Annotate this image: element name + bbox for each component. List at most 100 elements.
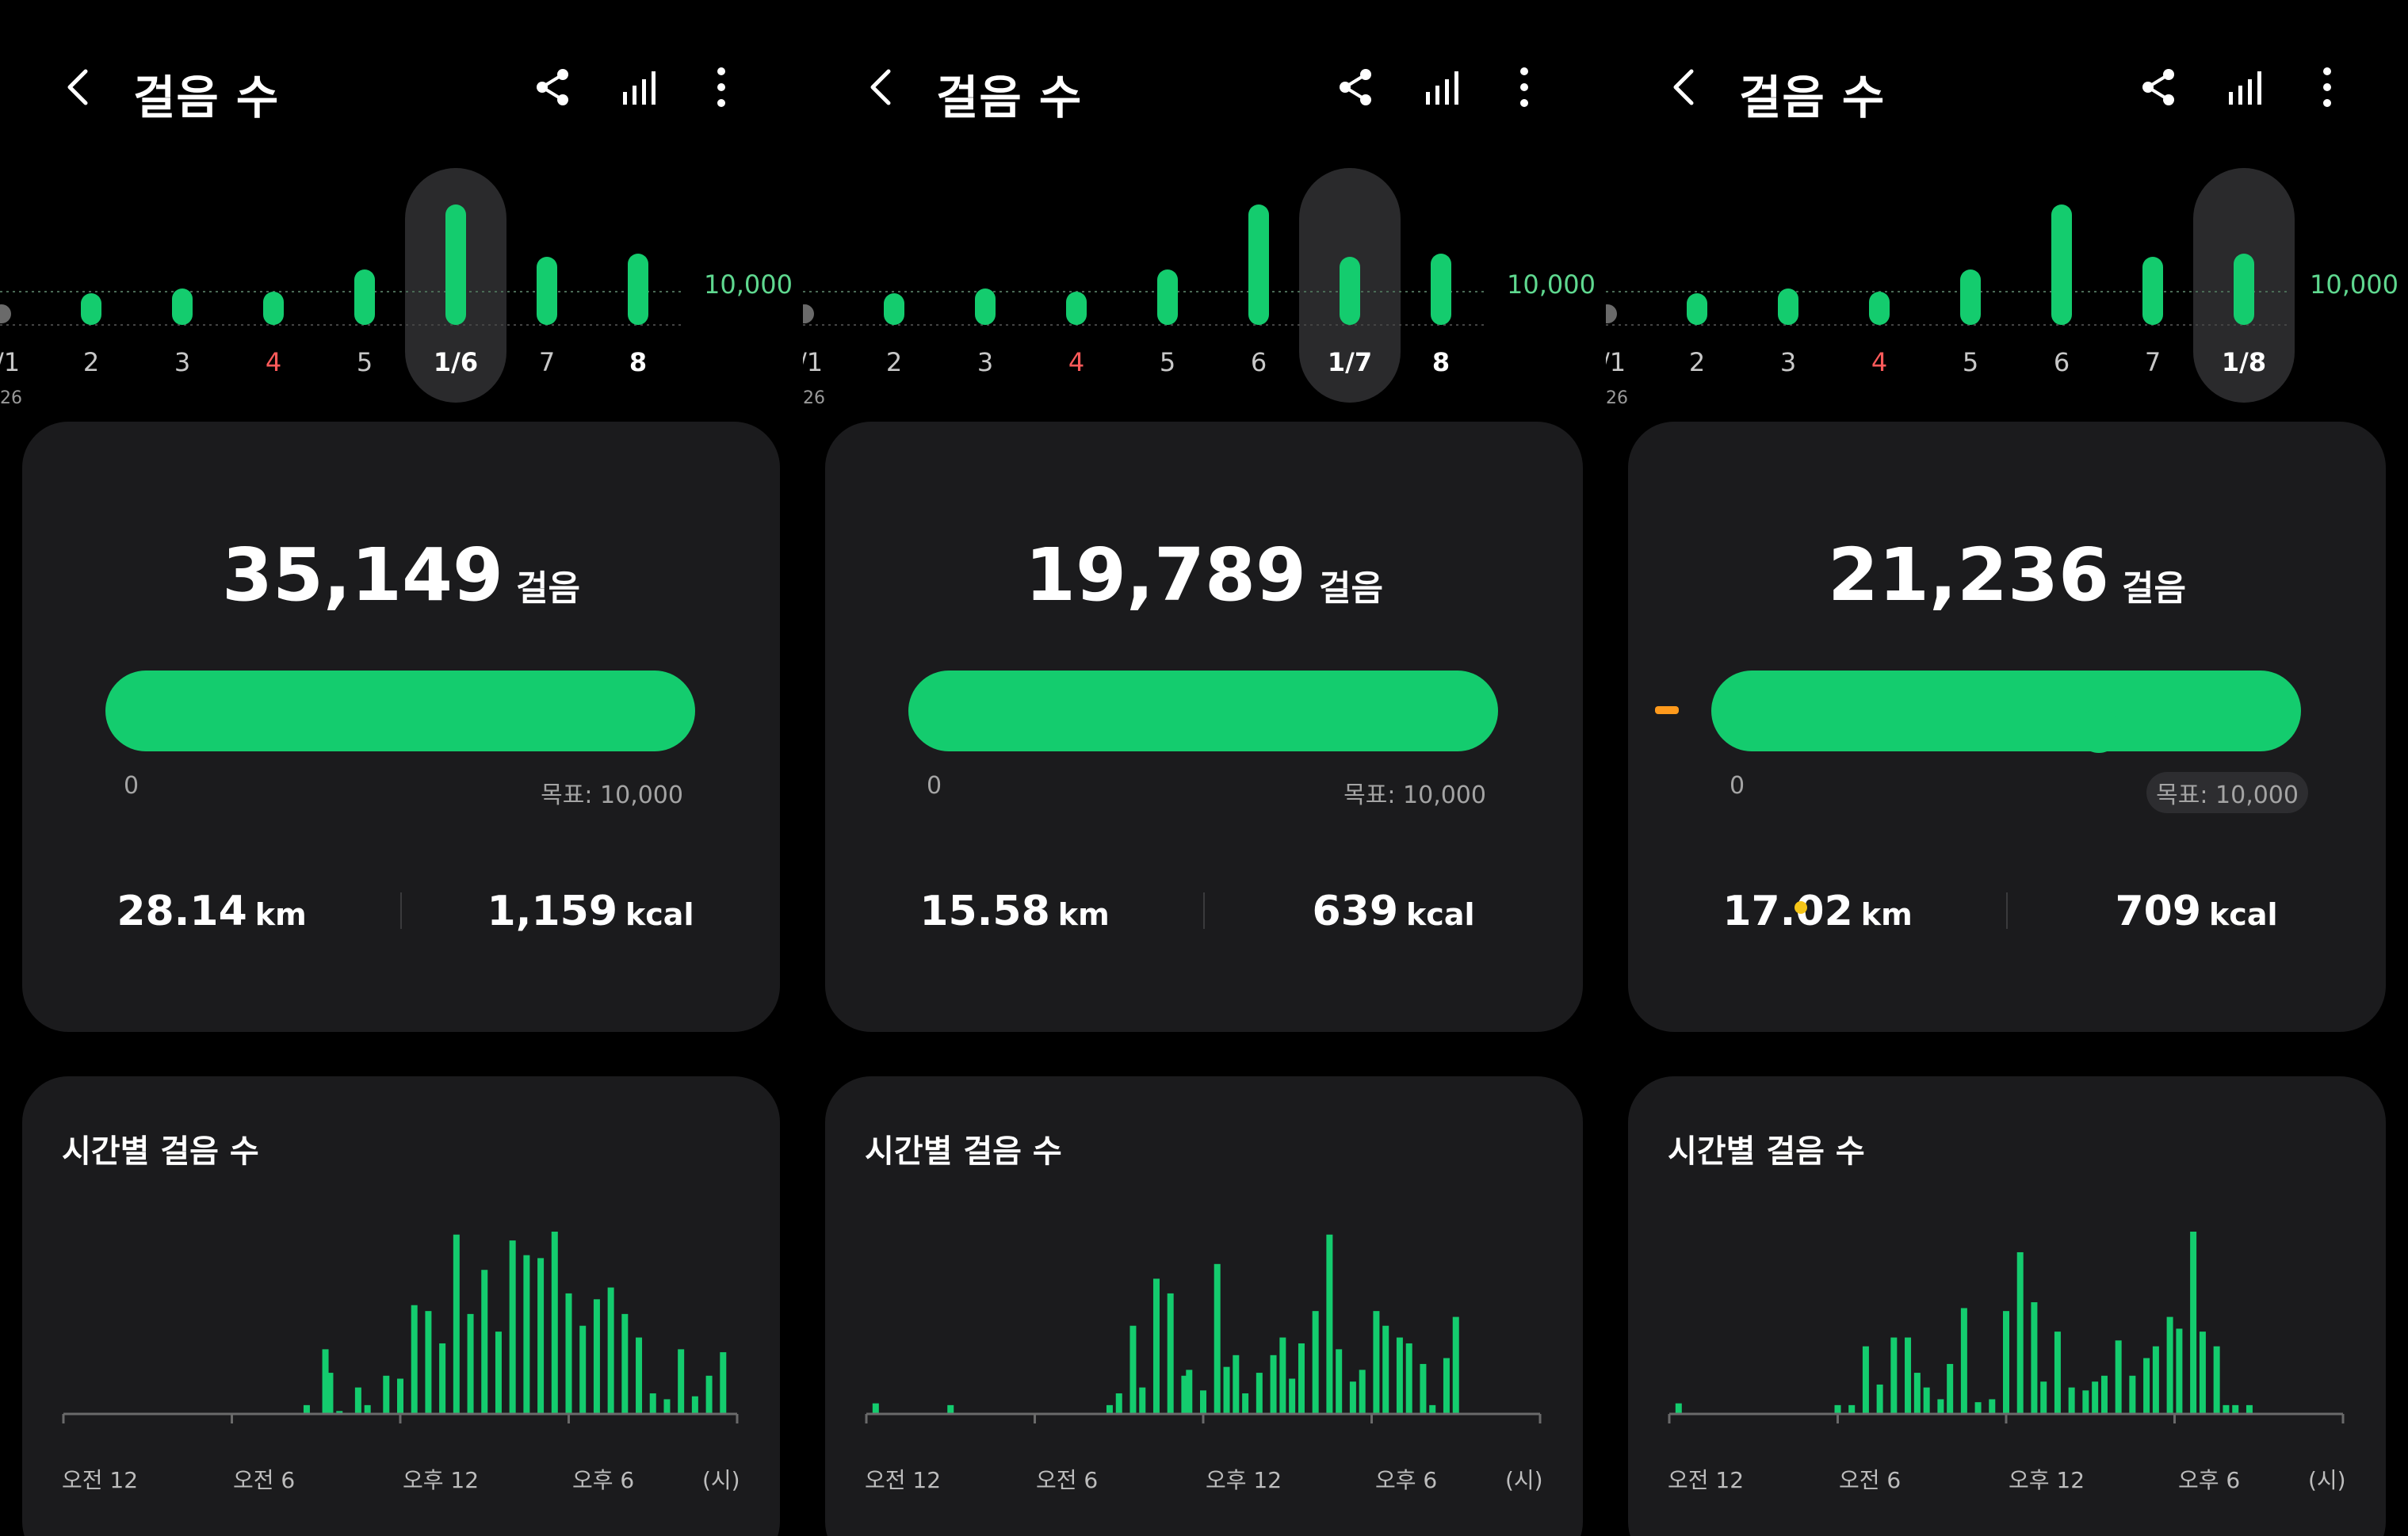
weekly-steps-chart: /1 2 3 4 5 6 7 1/8 10,000 26 <box>1606 159 2408 412</box>
hourly-bar <box>1834 1404 1841 1414</box>
hourly-bar <box>691 1396 698 1414</box>
calories-stat: 639 kcal <box>1204 888 1583 935</box>
share-icon[interactable] <box>531 65 575 109</box>
weekly-steps-chart: /1 2 3 4 5 6 1/7 8 10,000 26 <box>803 159 1605 412</box>
hourly-bar <box>720 1352 727 1414</box>
hourly-axis-label: (시) <box>2308 1467 2346 1493</box>
hourly-bar <box>2152 1346 2159 1414</box>
daily-summary-card: 19,789 걸음 0 목표: 10,000 15.58 km 639 kcal <box>825 422 1583 1032</box>
week-day-label: 6 <box>1251 347 1267 377</box>
week-day-label: 1/7 <box>1328 347 1372 377</box>
week-day-label: 8 <box>1432 347 1450 377</box>
hourly-bar <box>2166 1316 2173 1414</box>
hourly-bar <box>621 1313 629 1414</box>
hourly-bar <box>1349 1381 1356 1414</box>
progress-knob[interactable] <box>2077 709 2121 753</box>
hourly-bar <box>1326 1234 1333 1414</box>
hourly-steps-card: 시간별 걸음 수 오전 12 오전 6 오후 12 오후 6 (시) <box>825 1076 1583 1536</box>
week-day-label: 5 <box>1160 347 1175 377</box>
stat-divider <box>1203 892 1205 929</box>
hourly-bar <box>1298 1343 1305 1414</box>
hourly-bar <box>872 1403 879 1414</box>
week-bar <box>2051 204 2072 325</box>
hourly-bar <box>1429 1404 1436 1414</box>
hourly-bar <box>2068 1387 2075 1414</box>
distance-stat: 15.58 km <box>825 888 1204 935</box>
hourly-bar <box>2213 1346 2220 1414</box>
hourly-bar <box>1167 1293 1174 1414</box>
distance-value: 28.14 <box>117 888 247 935</box>
hourly-bar <box>1890 1337 1898 1414</box>
hourly-bar <box>336 1411 343 1414</box>
hourly-axis-label: 오후 12 <box>1206 1467 1282 1493</box>
steps-total: 35,149 걸음 <box>22 533 780 617</box>
hourly-axis-label: (시) <box>1505 1467 1543 1493</box>
bar-chart-icon[interactable] <box>2224 65 2268 109</box>
hourly-bar <box>2031 1302 2038 1414</box>
week-day-label: 7 <box>539 347 555 377</box>
page-title: 걸음 수 <box>1739 71 1886 124</box>
week-day-label: /1 <box>803 347 823 377</box>
hourly-steps-card: 시간별 걸음 수 오전 12 오전 6 오후 12 오후 6 (시) <box>1628 1076 2386 1536</box>
bar-chart-icon[interactable] <box>1421 65 1466 109</box>
hourly-bar <box>397 1378 403 1414</box>
steps-progress-bar <box>1711 671 2301 751</box>
distance-unit: km <box>1057 897 1110 932</box>
week-bar <box>0 304 11 323</box>
hourly-bar <box>1289 1378 1296 1414</box>
hourly-axis-label: 오전 6 <box>1036 1467 1099 1493</box>
hourly-steps-card: 시간별 걸음 수 오전 12 오전 6 오후 12 오후 6 (시) <box>22 1076 780 1536</box>
calories-value: 709 <box>2115 888 2202 935</box>
hourly-bar <box>1279 1337 1286 1414</box>
more-vertical-icon[interactable] <box>705 65 737 109</box>
week-bar <box>2142 257 2163 325</box>
week-day-label: 2 <box>83 347 99 377</box>
hourly-bar <box>537 1258 545 1414</box>
hourly-title: 시간별 걸음 수 <box>1668 1133 1865 1170</box>
week-bar <box>1778 288 1798 325</box>
chevron-left-icon[interactable] <box>55 63 103 111</box>
week-day-label: /1 <box>1606 347 1626 377</box>
hourly-bar <box>425 1311 432 1414</box>
chevron-left-icon[interactable] <box>858 63 906 111</box>
hourly-bar <box>1242 1393 1249 1414</box>
hourly-bar <box>2003 1311 2009 1414</box>
goal-value-label: 10,000 <box>2310 269 2398 300</box>
hourly-bar <box>1862 1346 1869 1414</box>
week-bar <box>1340 257 1360 325</box>
distance-value: 17.02 <box>1722 888 1853 935</box>
weekly-bars: /1 2 3 4 5 6 1/7 8 <box>803 168 1485 403</box>
week-bar <box>445 204 466 325</box>
hourly-bar <box>2176 1328 2183 1414</box>
share-icon[interactable] <box>2137 65 2181 109</box>
hourly-axis-label: (시) <box>702 1467 740 1493</box>
hourly-bar <box>1937 1399 1944 1414</box>
goal-value-label: 10,000 <box>704 269 793 300</box>
distance-unit: km <box>254 897 307 932</box>
hourly-bar <box>1420 1363 1427 1414</box>
week-bar <box>1431 254 1451 325</box>
progress-min-label: 0 <box>124 772 140 800</box>
week-bar <box>1157 269 1178 325</box>
steps-progress-bar <box>908 671 1498 751</box>
hourly-bar <box>678 1349 685 1414</box>
stat-divider <box>2006 892 2008 929</box>
week-day-label: 3 <box>977 347 993 377</box>
hourly-title: 시간별 걸음 수 <box>62 1133 259 1170</box>
goal-label: 목표: 10,000 <box>541 781 683 809</box>
hourly-bar <box>1270 1355 1277 1414</box>
hourly-bar <box>364 1404 371 1414</box>
calories-unit: kcal <box>2209 897 2278 932</box>
more-vertical-icon[interactable] <box>2311 65 2343 109</box>
more-vertical-icon[interactable] <box>1508 65 1540 109</box>
chevron-left-icon[interactable] <box>1661 63 1709 111</box>
share-icon[interactable] <box>1334 65 1378 109</box>
bar-chart-icon[interactable] <box>618 65 663 109</box>
hourly-bar <box>2223 1404 2230 1414</box>
week-bar <box>1869 292 1890 325</box>
distance-stat: 17.02 km <box>1628 888 2007 935</box>
hourly-bar <box>1115 1393 1122 1414</box>
top-app-bar: 걸음 수 <box>803 0 1605 174</box>
hourly-bar <box>1923 1387 1930 1414</box>
hourly-bar <box>2082 1390 2089 1414</box>
